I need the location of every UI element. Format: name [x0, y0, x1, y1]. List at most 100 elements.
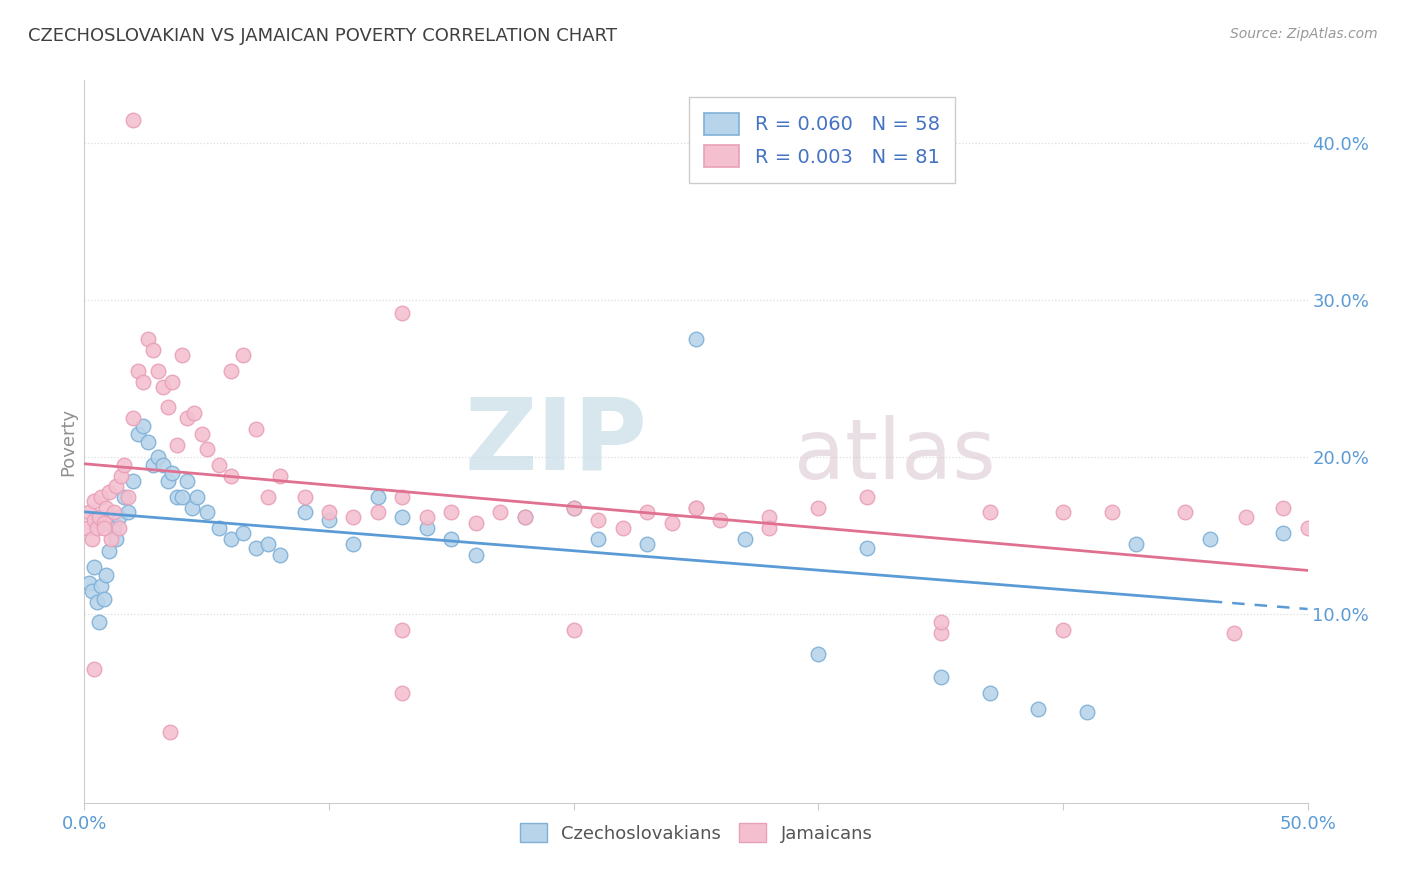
Point	[87, 510, 110, 524]
Point	[856, 490, 879, 504]
Y-axis label: Poverty: Poverty	[59, 408, 77, 475]
Text: Source: ZipAtlas.com: Source: ZipAtlas.com	[1230, 27, 1378, 41]
Point	[661, 516, 683, 531]
Point	[685, 333, 707, 347]
Point	[612, 521, 634, 535]
Point	[132, 418, 155, 433]
Point	[162, 375, 184, 389]
Point	[181, 500, 204, 515]
Point	[186, 490, 208, 504]
Point	[112, 458, 135, 472]
Point	[208, 521, 231, 535]
Point	[416, 521, 439, 535]
Point	[1223, 626, 1246, 640]
Point	[513, 510, 536, 524]
Point	[162, 466, 184, 480]
Point	[758, 521, 780, 535]
Point	[156, 474, 179, 488]
Point	[156, 400, 179, 414]
Text: ZIP: ZIP	[464, 393, 647, 490]
Point	[1272, 500, 1295, 515]
Point	[86, 521, 108, 535]
Point	[685, 500, 707, 515]
Point	[136, 434, 159, 449]
Point	[1236, 510, 1258, 524]
Point	[318, 505, 340, 519]
Point	[76, 521, 98, 535]
Point	[146, 364, 169, 378]
Point	[1296, 521, 1319, 535]
Point	[391, 306, 413, 320]
Point	[807, 500, 830, 515]
Point	[1028, 701, 1050, 715]
Point	[117, 505, 139, 519]
Point	[586, 513, 609, 527]
Point	[294, 490, 316, 504]
Point	[513, 510, 536, 524]
Point	[83, 560, 105, 574]
Point	[172, 490, 194, 504]
Point	[219, 364, 242, 378]
Point	[93, 516, 115, 531]
Point	[1052, 623, 1074, 637]
Point	[122, 411, 145, 425]
Point	[440, 532, 463, 546]
Point	[562, 500, 585, 515]
Point	[107, 521, 129, 535]
Text: atlas: atlas	[794, 416, 995, 497]
Point	[146, 450, 169, 465]
Point	[1125, 536, 1147, 550]
Point	[367, 505, 389, 519]
Point	[191, 426, 214, 441]
Point	[93, 521, 115, 535]
Point	[86, 595, 108, 609]
Point	[709, 513, 731, 527]
Point	[122, 112, 145, 127]
Point	[112, 490, 135, 504]
Point	[342, 510, 364, 524]
Point	[464, 548, 486, 562]
Point	[96, 500, 118, 515]
Point	[257, 490, 280, 504]
Point	[342, 536, 364, 550]
Point	[208, 458, 231, 472]
Point	[183, 406, 205, 420]
Point	[142, 343, 165, 358]
Point	[152, 379, 174, 393]
Point	[269, 548, 291, 562]
Point	[77, 575, 100, 590]
Point	[232, 348, 254, 362]
Point	[807, 647, 830, 661]
Point	[1198, 532, 1220, 546]
Point	[142, 458, 165, 472]
Point	[294, 505, 316, 519]
Point	[83, 662, 105, 676]
Point	[77, 505, 100, 519]
Point	[232, 525, 254, 540]
Point	[758, 510, 780, 524]
Point	[979, 505, 1001, 519]
Point	[166, 490, 188, 504]
Point	[136, 333, 159, 347]
Point	[219, 469, 242, 483]
Point	[87, 615, 110, 630]
Point	[636, 536, 658, 550]
Point	[979, 686, 1001, 700]
Point	[734, 532, 756, 546]
Point	[127, 426, 149, 441]
Point	[80, 532, 103, 546]
Point	[132, 375, 155, 389]
Point	[103, 521, 125, 535]
Point	[127, 364, 149, 378]
Point	[96, 568, 118, 582]
Point	[1052, 505, 1074, 519]
Point	[80, 583, 103, 598]
Point	[152, 458, 174, 472]
Point	[318, 513, 340, 527]
Point	[562, 623, 585, 637]
Point	[416, 510, 439, 524]
Point	[464, 516, 486, 531]
Point	[391, 623, 413, 637]
Point	[176, 474, 198, 488]
Legend: Czechoslovakians, Jamaicans: Czechoslovakians, Jamaicans	[510, 814, 882, 852]
